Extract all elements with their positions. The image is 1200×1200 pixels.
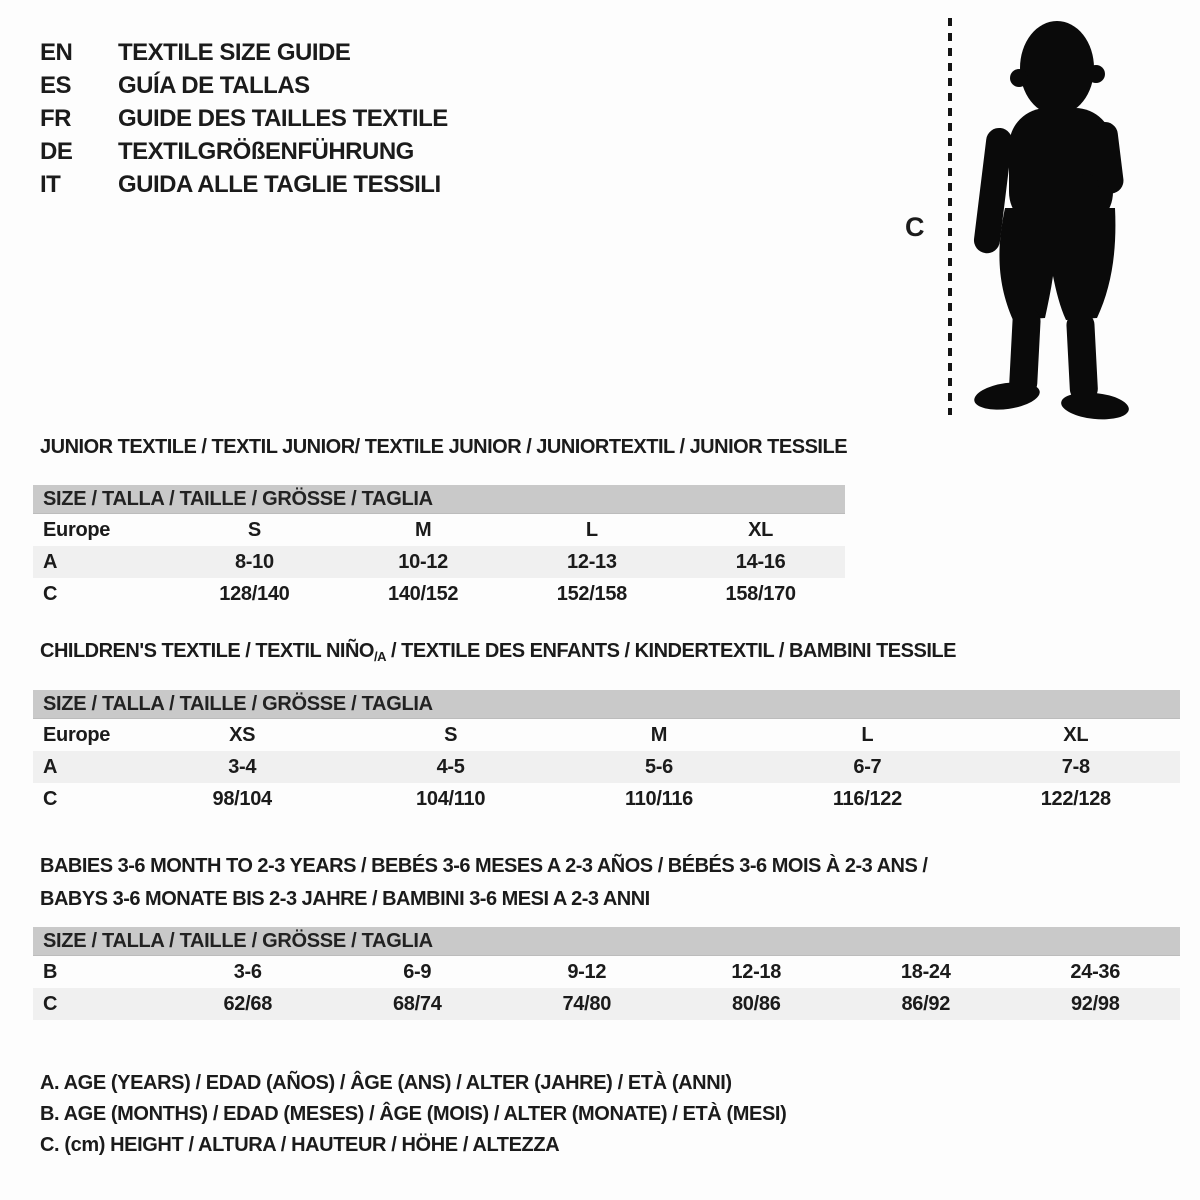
language-code: ES [40,71,72,99]
size-table-junior: SIZE / TALLA / TAILLE / GRÖSSE / TAGLIA … [33,485,845,610]
table-row-age-months: B 3-6 6-9 9-12 12-18 18-24 24-36 [33,956,1180,988]
region-row: Europe XS S M L XL [33,719,1180,751]
column-header: M [650,723,668,746]
table-cell: 8-10 [234,550,274,573]
row-label: A [43,550,58,573]
size-header-bar: SIZE / TALLA / TAILLE / GRÖSSE / TAGLIA [33,690,1180,719]
table-row-height: C 98/104 104/110 110/116 116/122 122/128 [33,783,1180,815]
table-cell: 24-36 [1070,960,1121,983]
table-cell: 104/110 [416,787,486,810]
language-code: EN [40,38,73,66]
column-header: XL [1063,723,1089,746]
table-cell: 12-13 [567,550,617,573]
table-row-age: A 8-10 10-12 12-13 14-16 [33,546,845,578]
language-row: FR GUIDE DES TAILLES TEXTILE [40,102,448,135]
table-cell: 98/104 [212,787,273,810]
row-label: A [43,755,58,778]
table-cell: 116/122 [832,787,902,810]
babies-title-line2: BABYS 3-6 MONATE BIS 2-3 JAHRE / BAMBINI… [40,888,650,910]
language-code: FR [40,104,72,132]
table-row-age: A 3-4 4-5 5-6 6-7 7-8 [33,751,1180,783]
table-cell: 110/116 [624,787,693,810]
legend-line-c: C. (cm) HEIGHT / ALTURA / HAUTEUR / HÖHE… [40,1134,560,1156]
table-row-height: C 62/68 68/74 74/80 80/86 86/92 92/98 [33,988,1180,1020]
babies-title-line1: BABIES 3-6 MONTH TO 2-3 YEARS / BEBÉS 3-… [40,855,928,877]
section-title-children: CHILDREN'S TEXTILE / TEXTIL NIÑO/A / TEX… [40,640,956,664]
language-code: DE [40,137,73,165]
table-cell: 92/98 [1070,992,1120,1015]
section-title-babies: BABIES 3-6 MONTH TO 2-3 YEARS / BEBÉS 3-… [40,850,928,916]
guide-title: GUIDE DES TAILLES TEXTILE [118,104,448,132]
language-row: ES GUÍA DE TALLAS [40,69,448,102]
table-cell: 18-24 [900,960,951,983]
guide-title: TEXTILE SIZE GUIDE [118,38,351,66]
row-label: C [43,582,58,605]
table-cell: 122/128 [1040,787,1112,810]
table-cell: 10-12 [398,550,448,573]
table-cell: 12-18 [731,960,782,983]
row-label: B [43,960,58,983]
table-cell: 9-12 [567,960,607,983]
row-label: C [43,992,58,1015]
language-title-list: EN TEXTILE SIZE GUIDE ES GUÍA DE TALLAS … [40,36,448,201]
column-header: L [861,723,874,746]
baby-silhouette-icon [973,21,1129,420]
size-table-babies: SIZE / TALLA / TAILLE / GRÖSSE / TAGLIA … [33,927,1180,1020]
guide-title: GUIDA ALLE TAGLIE TESSILI [118,170,441,198]
language-code: IT [40,170,61,198]
column-header: S [444,723,458,746]
language-row: IT GUIDA ALLE TAGLIE TESSILI [40,168,448,201]
column-header: M [414,518,432,541]
table-cell: 86/92 [901,992,951,1015]
region-label: Europe [43,518,111,541]
column-header: S [247,518,261,541]
table-cell: 5-6 [644,755,673,778]
size-table-children: SIZE / TALLA / TAILLE / GRÖSSE / TAGLIA … [33,690,1180,815]
column-header: L [585,518,598,541]
language-row: EN TEXTILE SIZE GUIDE [40,36,448,69]
column-header: XS [229,723,256,746]
legend-line-a: A. AGE (YEARS) / EDAD (AÑOS) / ÂGE (ANS)… [40,1072,732,1094]
region-row: Europe S M L XL [33,514,845,546]
height-dashed-line [948,18,952,415]
size-header-bar: SIZE / TALLA / TAILLE / GRÖSSE / TAGLIA [33,485,845,514]
table-cell: 158/170 [725,582,797,605]
row-label: C [43,787,58,810]
table-cell: 140/152 [388,582,459,605]
language-row: DE TEXTILGRÖßENFÜHRUNG [40,135,448,168]
table-cell: 128/140 [219,582,290,605]
region-label: Europe [43,723,111,746]
table-cell: 68/74 [392,992,442,1015]
table-cell: 3-4 [228,755,257,778]
section-title-junior: JUNIOR TEXTILE / TEXTIL JUNIOR/ TEXTILE … [40,436,848,458]
table-cell: 80/86 [731,992,781,1015]
measurement-legend: A. AGE (YEARS) / EDAD (AÑOS) / ÂGE (ANS)… [40,1068,787,1161]
children-title-main: CHILDREN'S TEXTILE / TEXTIL NIÑO [40,640,374,662]
legend-line-b: B. AGE (MONTHS) / EDAD (MESES) / ÂGE (MO… [40,1103,787,1125]
table-cell: 6-9 [403,960,432,983]
children-title-sub: /A [373,649,387,664]
table-cell: 3-6 [233,960,262,983]
table-cell: 7-8 [1061,755,1090,778]
table-row-height: C 128/140 140/152 152/158 158/170 [33,578,845,610]
table-cell: 14-16 [735,550,786,573]
guide-title: GUÍA DE TALLAS [118,71,310,99]
table-cell: 62/68 [223,992,273,1015]
table-cell: 74/80 [562,992,612,1015]
height-measure-label: C [905,212,925,242]
table-cell: 4-5 [436,755,465,778]
table-cell: 6-7 [853,755,882,778]
guide-title: TEXTILGRÖßENFÜHRUNG [118,137,414,165]
table-cell: 152/158 [556,582,628,605]
size-header-bar: SIZE / TALLA / TAILLE / GRÖSSE / TAGLIA [33,927,1180,956]
column-header: XL [748,518,774,541]
children-title-rest: / TEXTILE DES ENFANTS / KINDERTEXTIL / B… [385,640,956,662]
